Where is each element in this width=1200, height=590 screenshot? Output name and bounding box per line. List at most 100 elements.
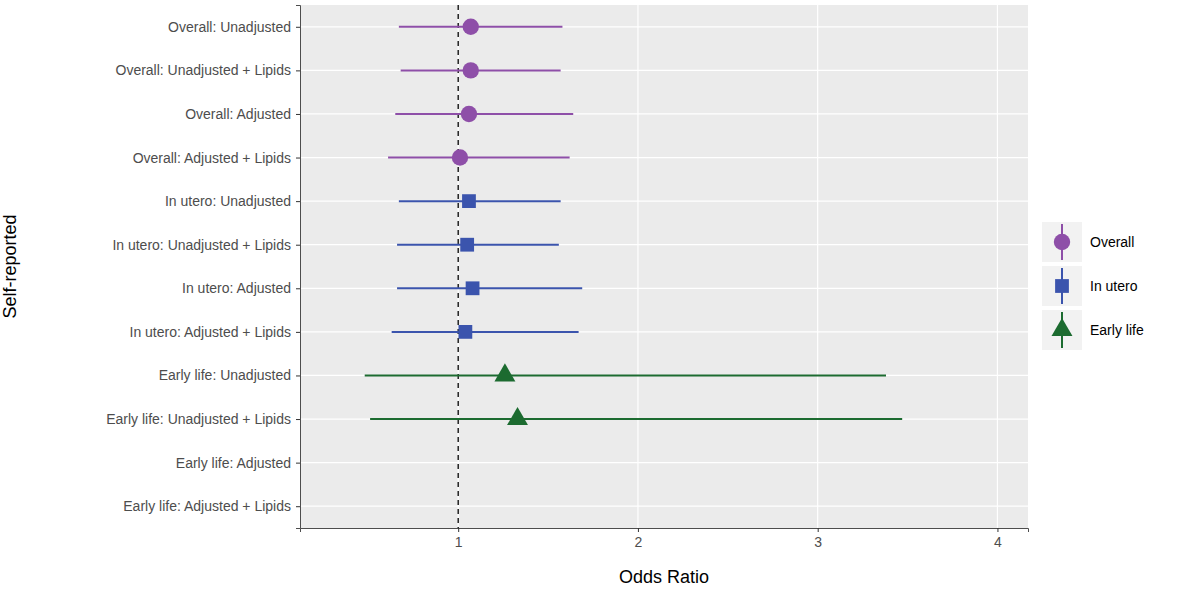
x-tick-mark	[458, 528, 459, 532]
point	[461, 106, 477, 122]
y-grid-line	[300, 201, 1028, 202]
y-tick-mark	[296, 332, 300, 333]
y-grid-line	[300, 244, 1028, 245]
y-grid-line	[300, 331, 1028, 332]
point	[463, 19, 479, 35]
error-bar	[395, 113, 573, 115]
y-tick: In utero: Unadjusted + Lipids	[112, 237, 300, 253]
legend-key-symbol	[1052, 318, 1073, 336]
series-2	[365, 363, 902, 425]
y-tick: Early life: Unadjusted	[159, 367, 300, 383]
point	[466, 281, 480, 295]
series-1	[392, 194, 583, 339]
y-tick-label: In utero: Adjusted	[182, 280, 291, 296]
y-grid-line	[300, 418, 1028, 419]
x-grid-line	[637, 5, 638, 528]
x-grid-line	[458, 5, 459, 528]
legend-key-background	[1042, 310, 1082, 350]
x-tick: 3	[814, 528, 822, 550]
y-tick-label: In utero: Unadjusted	[165, 193, 291, 209]
x-grid-line	[817, 5, 818, 528]
y-tick-mark	[296, 27, 300, 28]
error-bar	[397, 244, 559, 246]
legend: Overall In utero Early life	[1042, 222, 1144, 350]
grid	[300, 5, 1028, 528]
y-tick-label: Overall: Unadjusted + Lipids	[116, 62, 292, 78]
y-grid-line	[300, 462, 1028, 463]
y-grid-line	[300, 70, 1028, 71]
reference-line	[458, 5, 459, 528]
point	[458, 325, 472, 339]
point	[494, 363, 515, 381]
legend-key-symbol	[1054, 234, 1070, 250]
y-tick: Overall: Unadjusted	[168, 19, 300, 35]
x-axis: 1 2 3 4	[301, 528, 1029, 550]
legend-entry: Overall	[1042, 222, 1134, 262]
x-tick-mark	[997, 528, 998, 532]
y-tick: In utero: Unadjusted	[165, 193, 300, 209]
x-tick-label: 3	[814, 534, 822, 550]
y-tick-mark	[296, 158, 300, 159]
y-tick: Early life: Unadjusted + Lipids	[106, 411, 300, 427]
y-tick-mark	[296, 201, 300, 202]
x-tick-label: 1	[455, 534, 463, 550]
panel-background	[300, 5, 1028, 528]
x-tick-mark	[818, 528, 819, 532]
y-tick: Early life: Adjusted + Lipids	[123, 498, 300, 514]
legend-key-symbol	[1055, 279, 1069, 293]
chart: 1234Overall: UnadjustedOverall: Unadjust…	[0, 0, 1200, 590]
legend-label: Early life	[1090, 322, 1144, 338]
y-axis-title: Self-reported	[0, 214, 20, 318]
error-bar	[370, 418, 902, 420]
x-tick-label: 2	[635, 534, 643, 550]
y-tick: Overall: Adjusted	[185, 106, 300, 122]
y-tick: In utero: Adjusted + Lipids	[130, 324, 301, 340]
error-bar	[397, 287, 582, 289]
y-tick-mark	[296, 419, 300, 420]
marks	[365, 5, 902, 528]
y-tick-label: Overall: Adjusted	[185, 106, 291, 122]
legend-label: In utero	[1090, 278, 1138, 294]
y-tick: Overall: Adjusted + Lipids	[133, 150, 300, 166]
y-tick-label: Early life: Adjusted + Lipids	[123, 498, 291, 514]
error-bar	[401, 69, 561, 71]
error-bar	[392, 331, 579, 333]
error-bar	[399, 26, 563, 28]
y-tick-mark	[296, 375, 300, 376]
x-tick: 1	[455, 528, 463, 550]
y-tick-label: Early life: Unadjusted	[159, 367, 291, 383]
x-tick-mark	[638, 528, 639, 532]
point	[460, 238, 474, 252]
y-tick-label: In utero: Adjusted + Lipids	[130, 324, 292, 340]
y-grid-line	[300, 113, 1028, 114]
x-tick-label: 4	[994, 534, 1002, 550]
point	[463, 62, 479, 78]
y-axis: Overall: Unadjusted Overall: Unadjusted +…	[106, 6, 300, 529]
y-grid-line	[300, 26, 1028, 27]
y-tick: Early life: Adjusted	[176, 455, 300, 471]
legend-label: Overall	[1090, 234, 1134, 250]
point	[507, 407, 528, 425]
x-tick: 2	[635, 528, 643, 550]
legend-key-background	[1042, 222, 1082, 262]
y-tick-label: Early life: Adjusted	[176, 455, 291, 471]
y-grid-line	[300, 157, 1028, 158]
y-tick-label: Overall: Adjusted + Lipids	[133, 150, 291, 166]
error-bar	[365, 374, 886, 376]
y-tick-mark	[296, 506, 300, 507]
y-tick-mark	[296, 288, 300, 289]
x-axis-line	[301, 529, 1029, 533]
legend-entry: Early life	[1042, 310, 1144, 350]
legend-entry: In utero	[1042, 266, 1138, 306]
y-tick-label: Early life: Unadjusted + Lipids	[106, 411, 291, 427]
series-0	[388, 19, 573, 166]
legend-key-background	[1042, 266, 1082, 306]
x-axis-title: Odds Ratio	[619, 567, 709, 587]
y-grid-line	[300, 506, 1028, 507]
point	[462, 194, 476, 208]
y-axis-line	[296, 6, 301, 529]
error-bar	[388, 157, 570, 159]
y-tick-mark	[296, 114, 300, 115]
y-tick-mark	[296, 245, 300, 246]
x-grid-line	[997, 5, 998, 528]
